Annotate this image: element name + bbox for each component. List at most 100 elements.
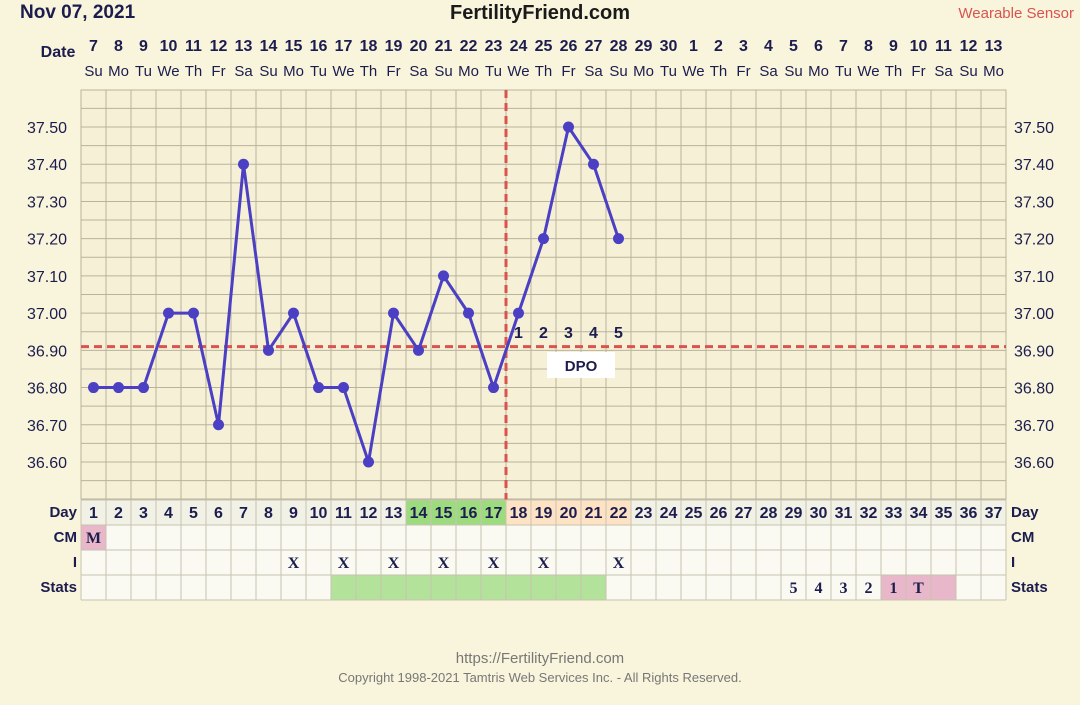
y-tick-label-right: 36.80 [1014,381,1054,398]
row-label-cm-right: CM [1011,529,1034,546]
stats-value: 2 [865,580,873,597]
temperature-point [338,382,349,394]
weekday-label: We [157,63,179,80]
row-label-i: I [73,554,77,571]
y-tick-label-left: 37.00 [27,306,67,323]
date-label: 6 [814,38,823,55]
cycle-day-number: 31 [835,505,853,522]
stats-fertile-cell [481,575,506,600]
date-label: 10 [910,38,928,55]
stats-fertile-cell [406,575,431,600]
weekday-label: Mo [458,63,479,80]
y-tick-label-right: 36.90 [1014,343,1054,360]
stats-pink-cell [931,575,956,600]
cycle-day-number: 25 [685,505,703,522]
cycle-day-number: 14 [410,505,428,522]
weekday-label: Th [185,63,203,80]
day-cell [431,500,456,525]
day-cell [206,500,231,525]
weekday-label: Su [959,63,977,80]
date-label: 24 [510,38,528,55]
date-label: 11 [185,38,202,55]
cycle-day-number: 1 [89,505,98,522]
y-tick-label-right: 37.50 [1014,120,1054,137]
y-tick-label-left: 37.40 [27,157,67,174]
cycle-day-number: 19 [535,505,553,522]
cycle-day-number: 23 [635,505,653,522]
temperature-point [438,270,449,282]
weekday-label: Fr [386,63,400,80]
weekday-label: We [507,63,529,80]
weekday-label: Mo [983,63,1004,80]
date-label: 12 [210,38,228,55]
day-cell [506,500,531,525]
cycle-day-number: 16 [460,505,478,522]
temperature-point [413,344,424,356]
day-cell [806,500,831,525]
date-label: 2 [714,38,723,55]
intercourse-mark: X [338,555,350,572]
temperature-point [188,307,199,319]
date-label: 23 [485,38,503,55]
date-label: 7 [839,38,848,55]
day-cell [556,500,581,525]
day-cell [956,500,981,525]
cycle-day-number: 2 [114,505,123,522]
weekday-label: Fr [736,63,750,80]
date-label: 17 [335,38,353,55]
y-tick-label-left: 37.30 [27,194,67,211]
weekday-label: Su [434,63,452,80]
date-label: 16 [310,38,328,55]
date-label: 8 [864,38,873,55]
day-cell [606,500,631,525]
temperature-point [213,419,224,431]
cycle-day-number: 8 [264,505,273,522]
row-label-day: Day [49,504,77,521]
weekday-label: Tu [310,63,327,80]
day-cell [456,500,481,525]
weekday-label: We [682,63,704,80]
temperature-point [363,456,374,468]
date-label: 15 [285,38,303,55]
cycle-day-number: 29 [785,505,803,522]
date-label: 20 [410,38,428,55]
stats-fertile-cell [356,575,381,600]
day-cell [781,500,806,525]
date-label: 13 [235,38,253,55]
cycle-day-number: 9 [289,505,298,522]
row-label-day-right: Day [1011,504,1039,521]
stats-fertile-cell [381,575,406,600]
day-cell [381,500,406,525]
y-tick-label-left: 37.20 [27,232,67,249]
date-label: 1 [689,38,698,55]
day-cell [231,500,256,525]
temperature-point [463,307,474,319]
y-tick-label-right: 37.40 [1014,157,1054,174]
y-tick-label-right: 36.70 [1014,418,1054,435]
day-cell [131,500,156,525]
day-cell [931,500,956,525]
weekday-label: Fr [561,63,575,80]
day-cell [481,500,506,525]
date-label: 29 [635,38,653,55]
weekday-label: Sa [584,63,603,80]
dpo-label-box [547,352,615,378]
date-label: 5 [789,38,798,55]
site-title[interactable]: FertilityFriend.com [449,2,631,24]
y-tick-label-right: 36.60 [1014,455,1054,472]
temperature-point [238,158,249,170]
weekday-label: Th [710,63,728,80]
cycle-day-number: 18 [510,505,528,522]
temperature-line [93,125,620,464]
cycle-day-number: 27 [735,505,753,522]
footer-url[interactable]: https://FertilityFriend.com [455,650,625,667]
cycle-day-number: 30 [810,505,828,522]
weekday-label: Fr [911,63,925,80]
cycle-day-number: 34 [910,505,928,522]
weekday-label: Mo [633,63,654,80]
stats-pink-cell [881,575,906,600]
weekday-label: Th [360,63,378,80]
weekday-label: We [332,63,354,80]
y-tick-label-right: 37.30 [1014,194,1054,211]
date-label: 18 [360,38,378,55]
